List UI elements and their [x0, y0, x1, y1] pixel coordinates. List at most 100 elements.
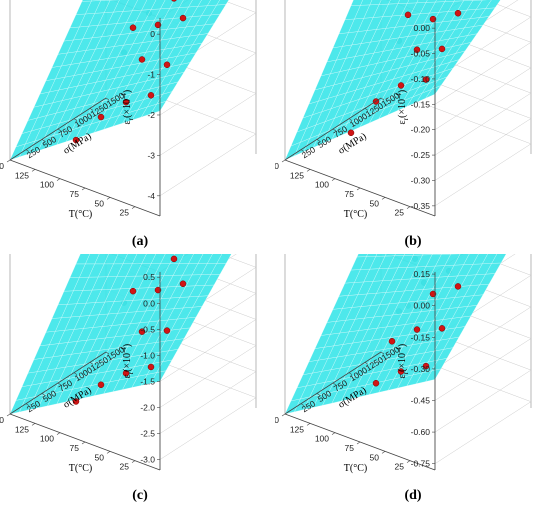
surface-cell — [141, 0, 157, 11]
x-tick-label: 150 — [0, 415, 4, 425]
x-tick — [331, 178, 336, 181]
surface-cell — [188, 0, 202, 8]
surface-cell — [463, 254, 479, 265]
x-axis-title: T(°C) — [69, 209, 92, 220]
y-tick — [105, 351, 110, 355]
z-tick-label: -2.0 — [140, 402, 155, 412]
y-tick — [380, 97, 385, 101]
x-axis-title: T(°C) — [69, 463, 92, 474]
z-axis-title-subscript: r — [402, 371, 410, 374]
x-tick — [381, 451, 386, 454]
x-tick-label: 125 — [15, 170, 29, 180]
y-tick — [41, 139, 46, 142]
z-tick-label: -0.35 — [411, 201, 431, 211]
data-point-above — [429, 15, 437, 23]
surface-cell — [388, 0, 400, 5]
data-point-above — [154, 21, 162, 29]
surface-cell — [435, 0, 446, 3]
surface-cell — [366, 254, 378, 257]
z-tick-label: 0.00 — [413, 301, 430, 311]
surface-cell — [384, 254, 396, 257]
z-axis-title: εr(×10-4) — [120, 90, 135, 125]
z-axis-title-unit: (×10 — [397, 99, 408, 118]
z-axis-title-symbol: ε — [122, 374, 133, 378]
data-point-above — [438, 325, 446, 332]
surface-cell — [491, 254, 507, 264]
surface-cell — [403, 254, 415, 256]
x-tick — [81, 441, 86, 445]
z-axis-title: εr(×10-4) — [395, 344, 410, 379]
y-tick — [316, 393, 321, 396]
z-tick-label: -0.15 — [411, 99, 431, 109]
surface-cell — [206, 0, 220, 6]
points-above-surface — [372, 283, 462, 387]
x-tick — [56, 432, 61, 435]
z-gridline — [434, 0, 532, 80]
panel-b-plot: 2550751001251502505007501000125015000.00… — [275, 0, 532, 220]
z-axis-title-unit: (×10 — [122, 99, 133, 118]
y-tick — [105, 97, 110, 101]
y-tick — [41, 393, 46, 396]
z-tick-label: -0.25 — [411, 150, 431, 160]
x-tick-label: 25 — [395, 462, 405, 472]
y-tick — [89, 362, 94, 365]
points-above-surface — [72, 255, 187, 405]
x-tick — [6, 413, 11, 417]
y-tick — [348, 118, 353, 121]
z-axis-title-close: ) — [122, 344, 133, 347]
data-point-above — [138, 56, 146, 63]
z-tick-label: -0.30 — [411, 175, 431, 185]
z-tick-label: -0.30 — [411, 364, 431, 374]
x-tick — [356, 187, 361, 191]
x-tick-label: 25 — [120, 462, 130, 472]
data-point-above — [372, 379, 380, 387]
x-tick-label: 75 — [70, 189, 80, 199]
response-surface — [284, 254, 507, 415]
z-axis-title-unit: (×10 — [397, 353, 408, 372]
data-point-above — [388, 338, 396, 345]
surface-cell — [350, 0, 363, 6]
x-tick — [6, 159, 11, 163]
data-point-above — [397, 82, 405, 89]
surface-cell — [356, 254, 368, 258]
panel-b-label: (b) — [404, 234, 422, 249]
x-tick — [131, 460, 136, 463]
z-tick-label: -0.15 — [411, 332, 431, 342]
z-tick-label: -0.45 — [411, 395, 431, 405]
surface-cell — [100, 0, 111, 1]
x-tick-label: 25 — [395, 208, 405, 218]
z-axis-title-symbol: ε — [397, 120, 408, 124]
y-tick — [348, 372, 353, 375]
surface-cell — [122, 0, 138, 12]
surface-cell — [75, 254, 90, 265]
panel-a-label: (a) — [131, 234, 149, 249]
data-point-above — [97, 381, 105, 389]
data-point-above — [397, 368, 405, 375]
z-tick-label: -2 — [147, 110, 155, 120]
surface-cell — [91, 0, 102, 2]
data-point-above — [347, 129, 355, 137]
x-tick — [356, 441, 361, 445]
surface-cell — [485, 0, 501, 9]
y-tick — [57, 382, 62, 386]
z-tick-label: 0.0 — [143, 298, 155, 308]
x-tick — [131, 206, 136, 209]
x-tick-label: 75 — [345, 443, 355, 453]
x-tick — [331, 432, 336, 435]
x-tick — [381, 197, 386, 200]
surface-cell — [463, 0, 474, 1]
surface-cell — [444, 0, 456, 2]
data-point-above — [413, 46, 421, 53]
panel-c-label: (c) — [132, 488, 148, 503]
x-tick-label: 50 — [95, 198, 105, 208]
data-point-above — [154, 286, 162, 294]
surface-cell — [216, 254, 232, 264]
data-point-above — [129, 287, 137, 295]
surface-cell — [412, 254, 424, 256]
x-tick-label: 100 — [40, 180, 54, 190]
z-tick-label: -3 — [147, 150, 155, 160]
x-tick — [281, 159, 286, 163]
x-tick — [56, 178, 61, 181]
surface-cell — [431, 254, 442, 255]
x-tick — [281, 413, 286, 417]
